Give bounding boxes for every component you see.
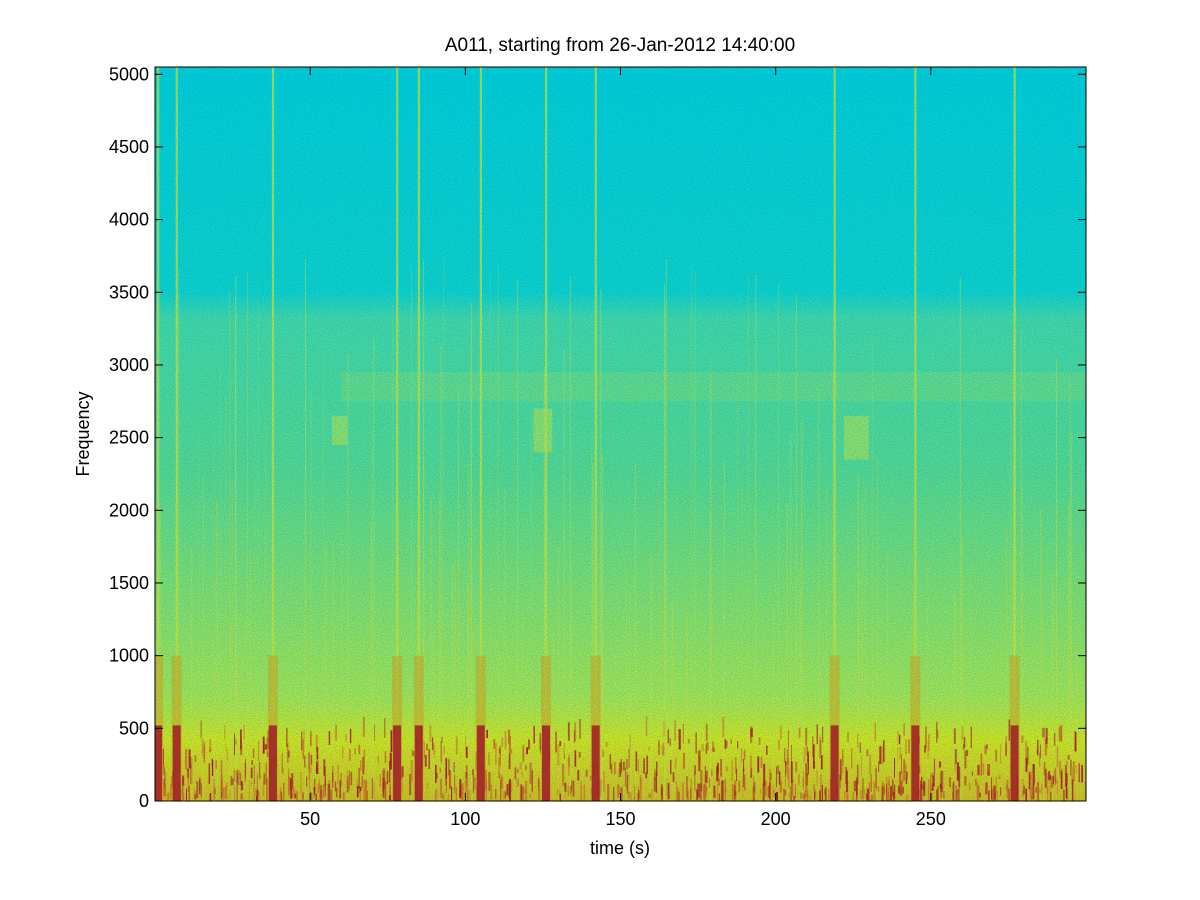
plot-area xyxy=(155,67,1086,801)
y-tick-label: 4500 xyxy=(109,137,149,157)
x-tick-label: 50 xyxy=(300,809,320,829)
y-axis-title: Frequency xyxy=(73,391,93,476)
y-tick-label: 4000 xyxy=(109,210,149,230)
axes: 50 100 150 200 25005001000150020002500300035… xyxy=(109,64,1087,829)
y-tick-label: 500 xyxy=(119,718,149,738)
y-tick-label: 0 xyxy=(139,791,149,811)
y-tick-label: 1500 xyxy=(109,573,149,593)
y-tick-label: 5000 xyxy=(109,64,149,84)
x-tick-label: 150 xyxy=(605,809,635,829)
spectrogram-image xyxy=(155,67,1086,801)
y-tick-label: 2500 xyxy=(109,428,149,448)
x-axis-title: time (s) xyxy=(590,838,650,858)
x-tick-label: 200 xyxy=(761,809,791,829)
x-tick-label: 100 xyxy=(450,809,480,829)
x-tick-label: 250 xyxy=(916,809,946,829)
y-tick-label: 3000 xyxy=(109,355,149,375)
y-tick-label: 1000 xyxy=(109,646,149,666)
y-tick-label: 2000 xyxy=(109,500,149,520)
spectrogram-noise-texture xyxy=(155,67,1086,801)
y-tick-label: 3500 xyxy=(109,282,149,302)
chart-title: A011, starting from 26-Jan-2012 14:40:00 xyxy=(445,35,795,56)
